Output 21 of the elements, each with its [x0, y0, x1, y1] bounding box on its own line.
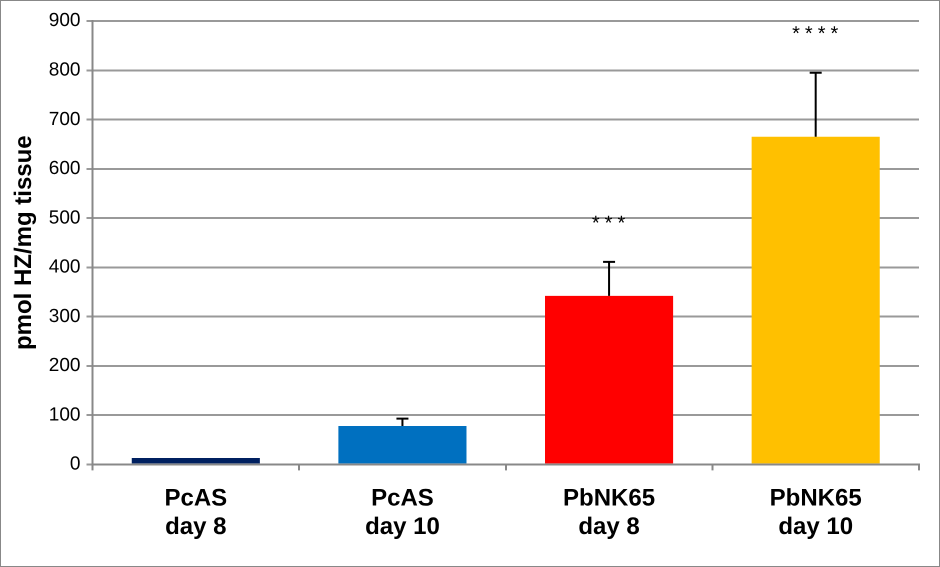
bar	[752, 136, 880, 464]
bar	[132, 458, 260, 464]
bar	[338, 426, 466, 464]
annotation: ***	[592, 212, 630, 234]
y-tick-label: 600	[48, 158, 80, 180]
x-tick-label: PcAS day 10	[365, 484, 440, 540]
y-tick-label: 500	[48, 207, 80, 228]
annotation: ****	[792, 23, 844, 46]
y-axis-title: pmol HZ/mg tissue	[10, 135, 38, 350]
y-tick-label: 100	[48, 404, 80, 426]
bar	[545, 296, 674, 464]
y-tick-label: 300	[48, 306, 80, 327]
x-tick-label: PbNK65 day 8	[563, 484, 656, 540]
y-tick-label: 800	[48, 60, 80, 80]
y-tick-label: 200	[48, 355, 80, 376]
y-tick-label: 700	[48, 108, 80, 130]
y-tick-label: 400	[48, 256, 80, 278]
x-tick-label: PbNK65 day 10	[770, 484, 862, 540]
x-tick-label: PcAS day 8	[164, 484, 228, 540]
y-tick-label: 900	[48, 10, 80, 32]
y-tick-label: 0	[70, 454, 80, 475]
